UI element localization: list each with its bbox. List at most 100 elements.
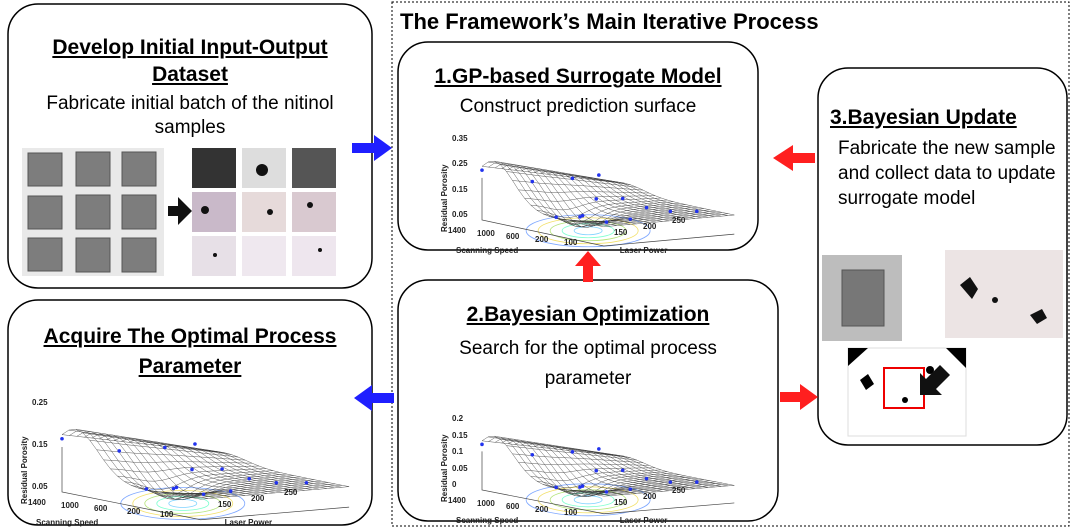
- arrow: [773, 145, 815, 171]
- node-title: 1.GP-based Surrogate Model: [398, 63, 758, 90]
- sample-point: [220, 467, 224, 471]
- sample-point: [621, 469, 625, 473]
- arrow: [780, 384, 818, 410]
- sample-point: [594, 469, 598, 473]
- z-axis-label: Residual Porosity: [440, 164, 449, 232]
- micrographs: [192, 148, 336, 276]
- framework-title: The Framework’s Main Iterative Process: [400, 8, 819, 35]
- sample-point: [117, 449, 121, 453]
- z-tick-label: 0.05: [32, 482, 48, 491]
- x-tick-label: 600: [506, 232, 519, 241]
- sample-point: [581, 214, 585, 218]
- sample-point: [480, 443, 484, 447]
- sample-point: [645, 206, 649, 210]
- sample-point: [669, 480, 673, 484]
- z-axis-label: Residual Porosity: [20, 436, 29, 504]
- x-tick-label: 1000: [477, 229, 495, 238]
- sample-point: [275, 481, 279, 485]
- sample-point: [60, 437, 64, 441]
- y-tick-label: 250: [672, 486, 685, 495]
- y-tick-label: 200: [643, 492, 656, 501]
- node-title: 2.Bayesian Optimization: [398, 301, 778, 328]
- sample-point: [175, 486, 179, 490]
- x-tick-label: 600: [506, 502, 519, 511]
- z-tick-label: 0.35: [452, 134, 468, 143]
- sample-point: [597, 173, 601, 177]
- sample-point: [530, 453, 534, 457]
- node-text: Fabricate the new sample and collect dat…: [838, 136, 1063, 211]
- sample-point: [163, 446, 167, 450]
- sample-point: [695, 210, 699, 214]
- x-tick-label: 1400: [448, 496, 466, 505]
- x-axis-label: Scanning Speed: [456, 516, 518, 525]
- sample-point: [202, 492, 206, 496]
- z-axis-label: Residual Porosity: [440, 434, 449, 502]
- x-tick-label: 100: [160, 510, 173, 519]
- x-tick-label: 1400: [28, 498, 46, 507]
- sample-point: [571, 450, 575, 454]
- sample-point: [594, 197, 598, 201]
- z-tick-label: 0.2: [452, 414, 463, 423]
- sample-point: [581, 484, 585, 488]
- sample-point: [554, 215, 558, 219]
- y-tick-label: 150: [614, 498, 627, 507]
- x-tick-label: 100: [564, 238, 577, 247]
- z-tick-label: 0.05: [452, 464, 468, 473]
- x-tick-label: 1000: [61, 501, 79, 510]
- sample-point: [628, 487, 632, 491]
- z-tick-label: 0.15: [32, 440, 48, 449]
- diagram: The Framework’s Main Iterative Process D…: [0, 0, 1073, 529]
- sample-point: [645, 477, 649, 481]
- sample-point: [554, 486, 558, 490]
- y-tick-label: 250: [284, 488, 297, 497]
- node-title: Acquire The Optimal Process Parameter: [40, 322, 340, 382]
- sample-point: [605, 220, 609, 224]
- sample-point: [621, 197, 625, 201]
- z-tick-label: 0.1: [452, 447, 463, 456]
- z-tick-label: 0: [452, 480, 456, 489]
- x-tick-label: 600: [94, 504, 107, 513]
- sample-point: [305, 481, 309, 485]
- sample-point: [669, 210, 673, 214]
- sample-point: [480, 168, 484, 172]
- node-title: 3.Bayesian Update: [830, 104, 1060, 131]
- sample-photos: [22, 148, 164, 276]
- node-text: Fabricate initial batch of the nitinol s…: [30, 92, 350, 140]
- x-axis-label: Scanning Speed: [456, 246, 518, 255]
- z-tick-label: 0.05: [452, 210, 468, 219]
- y-tick-label: 200: [251, 494, 264, 503]
- y-axis-label: Laser Power: [225, 518, 273, 527]
- sample-point: [597, 447, 601, 451]
- z-tick-label: 0.15: [452, 185, 468, 194]
- x-tick-label: 200: [535, 235, 548, 244]
- y-tick-label: 150: [218, 500, 231, 509]
- sample-point: [605, 490, 609, 494]
- x-axis-label: Scanning Speed: [36, 518, 98, 527]
- sample-point: [190, 468, 194, 472]
- sample-point: [193, 442, 197, 446]
- y-tick-label: 250: [672, 216, 685, 225]
- sample-point: [628, 217, 632, 221]
- y-axis-label: Laser Power: [620, 516, 668, 525]
- y-tick-label: 200: [643, 222, 656, 231]
- sample-point: [229, 489, 233, 493]
- sample-point: [571, 177, 575, 181]
- z-tick-label: 0.15: [452, 431, 468, 440]
- arrow: [575, 251, 601, 282]
- x-tick-label: 1400: [448, 226, 466, 235]
- x-tick-label: 100: [564, 508, 577, 517]
- z-tick-label: 0.25: [452, 159, 468, 168]
- sample-point: [695, 480, 699, 484]
- sample-point: [530, 180, 534, 184]
- x-tick-label: 1000: [477, 499, 495, 508]
- x-tick-label: 200: [535, 505, 548, 514]
- sample-point: [247, 477, 251, 481]
- y-tick-label: 150: [614, 228, 627, 237]
- y-axis-label: Laser Power: [620, 246, 668, 255]
- sample-point: [145, 487, 149, 491]
- x-tick-label: 200: [127, 507, 140, 516]
- node-text: Search for the optimal process parameter: [448, 334, 728, 394]
- node-title: Develop Initial Input-Output Dataset: [40, 34, 340, 88]
- node-text: Construct prediction surface: [398, 95, 758, 119]
- z-tick-label: 0.25: [32, 398, 48, 407]
